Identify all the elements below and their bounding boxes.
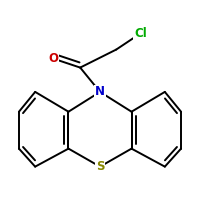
Text: O: O	[48, 52, 58, 65]
Text: Cl: Cl	[134, 27, 147, 40]
Text: N: N	[95, 85, 105, 98]
Text: S: S	[96, 160, 104, 173]
